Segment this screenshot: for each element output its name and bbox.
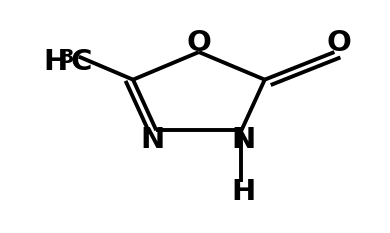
Text: H: H: [43, 48, 67, 76]
Text: C: C: [70, 48, 92, 76]
Text: N: N: [231, 126, 255, 154]
Text: O: O: [186, 29, 211, 57]
Text: 3: 3: [60, 48, 74, 67]
Text: O: O: [327, 29, 352, 57]
Text: N: N: [140, 126, 165, 154]
Text: H: H: [231, 178, 255, 206]
